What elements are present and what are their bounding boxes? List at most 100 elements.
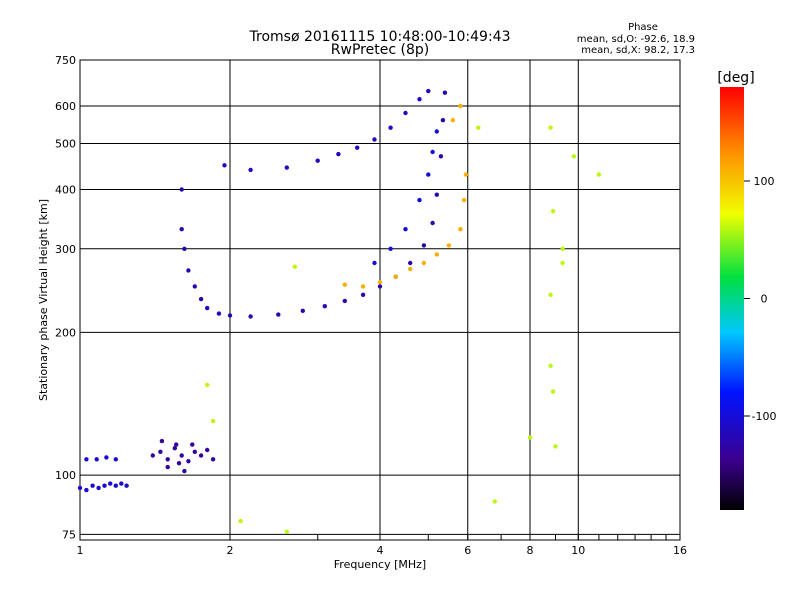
colorbar-tick-label: 100 [754,175,775,188]
data-point [450,118,455,123]
data-point [426,172,431,177]
data-point [205,447,210,453]
data-point [186,459,191,464]
data-point [458,227,463,232]
data-point [322,304,327,309]
data-point [90,483,95,488]
data-point [421,243,427,248]
data-point [417,197,422,203]
data-point [548,292,553,297]
data-point [276,312,281,317]
data-point [198,453,204,458]
data-point [458,103,463,109]
data-point [548,125,553,130]
data-point [446,243,452,248]
data-point [113,483,119,488]
data-point [476,125,481,130]
data-point [527,435,533,440]
data-point [440,118,446,123]
data-point [84,457,89,462]
data-point [342,298,347,304]
x-tick-label: 8 [527,544,534,557]
data-point [182,468,187,474]
x-axis-ticks: 1 2 4 6 8 10 16 [77,535,687,557]
data-point [571,154,577,159]
x-axis-label: Frequency [MHz] [334,558,426,571]
x-tick-label: 4 [377,544,384,557]
data-point [182,246,187,251]
data-point [360,292,366,297]
data-point [119,481,124,486]
data-point [77,485,83,491]
data-point [372,137,377,142]
stats-title: Phase [628,22,658,33]
colorbar-tick-label: 0 [761,293,768,306]
data-point [388,246,393,251]
y-tick-label: 500 [55,138,76,151]
data-point [210,418,216,424]
data-point [355,145,360,150]
data-point [248,167,253,173]
data-point [408,260,413,266]
data-point [205,305,210,311]
y-tick-label: 600 [55,100,76,113]
data-point [315,158,320,163]
data-point [84,487,89,493]
data-point [176,461,182,466]
x-tick-label: 1 [77,544,84,557]
data-point [342,282,347,287]
chart-subtitle: RwPretec (8p) [331,42,429,58]
stats-o-line: mean, sd,O: -92.6, 18.9 [577,34,695,45]
data-point [190,442,195,447]
data-point [227,313,233,318]
data-point [108,481,113,486]
data-point [300,308,305,313]
data-point [174,442,179,447]
data-point [336,151,341,157]
data-point [179,227,184,232]
data-point [403,110,408,116]
y-axis-label: Stationary phase Virtual Height [km] [37,199,50,401]
data-point [377,280,383,285]
colorbar-ticks: 100 0 -100 [744,175,776,423]
y-tick-label: 400 [55,184,76,197]
data-point [434,252,439,257]
data-point [284,165,289,170]
data-point [205,382,210,388]
scatter-points [77,88,602,534]
data-point [210,457,216,462]
data-point [548,363,553,368]
y-axis-ticks: 75 100 200 300 400 500 600 750 [55,54,76,541]
y-tick-label: 75 [62,528,76,541]
data-point [179,187,184,192]
data-point [96,485,101,491]
data-point [192,284,197,289]
x-tick-label: 10 [571,544,585,557]
colorbar-label: [deg] [717,70,754,86]
data-point [442,90,448,95]
chart-title: Tromsø 20161115 10:48:00-10:49:43 [249,29,511,45]
data-point [158,449,163,454]
data-point [461,197,467,203]
data-point [430,149,435,155]
data-point [408,266,413,272]
grid [80,60,680,540]
data-point [560,246,565,251]
data-point [94,457,99,462]
data-point [222,163,227,168]
colorbar-tick-label: -100 [752,410,777,423]
y-tick-label: 300 [55,243,76,256]
data-point [377,284,383,289]
data-point [238,518,243,524]
x-tick-label: 16 [673,544,687,557]
data-point [179,453,184,458]
data-point [426,88,431,94]
data-point [421,260,427,266]
y-tick-label: 200 [55,326,76,339]
data-point [104,455,109,460]
y-tick-label: 100 [55,469,76,482]
data-point [292,264,298,269]
data-point [113,457,119,462]
data-point [248,314,253,319]
